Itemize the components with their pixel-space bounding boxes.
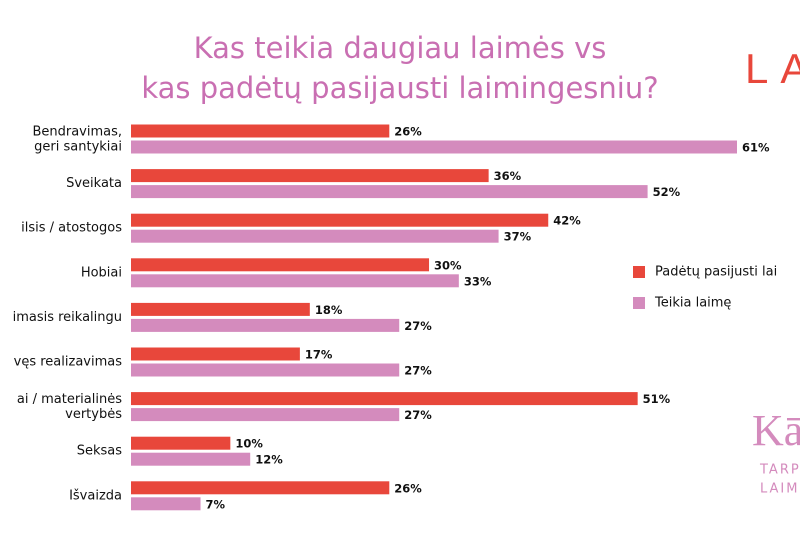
y-tick-label: ai / materialinės vertybės <box>17 392 122 422</box>
value-label: 7% <box>206 497 226 511</box>
y-tick-label: Bendravimas, geri santykiai <box>32 124 122 154</box>
value-label: 37% <box>504 230 532 244</box>
bar <box>131 274 459 288</box>
value-label: 26% <box>394 125 422 139</box>
bar <box>131 140 737 154</box>
y-tick-label: Seksas <box>77 444 123 459</box>
chart-title: Kas teikia daugiau laimės vs kas padėtų p… <box>141 31 658 105</box>
bar <box>131 347 300 361</box>
value-label: 30% <box>434 258 462 272</box>
bar <box>131 318 400 332</box>
y-tick-label: Sveikata <box>66 176 122 191</box>
y-tick-label: vęs realizavimas <box>14 355 123 370</box>
y-tick-label: imasis reikalingu <box>13 310 122 325</box>
bar <box>131 436 231 450</box>
bar <box>131 213 549 227</box>
bar <box>131 302 310 316</box>
bar <box>131 497 201 511</box>
value-label: 12% <box>255 453 283 467</box>
value-label: 10% <box>235 437 263 451</box>
logo-text: LAIMĖ <box>760 481 800 497</box>
value-label: 17% <box>305 348 333 362</box>
y-tick-label: Išvaizda <box>69 488 122 503</box>
value-label: 27% <box>404 364 432 378</box>
brand: LA <box>745 45 800 92</box>
value-label: 61% <box>742 141 770 155</box>
y-tick-label: Hobiai <box>81 265 122 280</box>
bar <box>131 185 648 199</box>
bar <box>131 229 499 243</box>
value-label: 26% <box>394 481 422 495</box>
value-label: 18% <box>315 303 343 317</box>
value-label: 36% <box>494 169 522 183</box>
bar <box>131 363 400 377</box>
legend-swatch <box>633 297 645 309</box>
bar <box>131 481 390 495</box>
value-label: 33% <box>464 274 492 288</box>
logo-mark: Kā <box>752 406 800 455</box>
value-label: 27% <box>404 408 432 422</box>
logo-text: TARP <box>759 463 800 478</box>
bar <box>131 392 638 406</box>
value-label: 52% <box>653 185 681 199</box>
legend-label: Teikia laimę <box>654 296 731 311</box>
value-label: 42% <box>553 214 581 228</box>
bar <box>131 258 430 272</box>
value-label: 27% <box>404 319 432 333</box>
y-tick-label: ilsis / atostogos <box>21 221 122 236</box>
bar <box>131 124 390 138</box>
value-label: 51% <box>643 392 671 406</box>
legend-label: Padėtų pasijusti lai <box>655 265 777 280</box>
legend-swatch <box>633 266 645 278</box>
bar <box>131 452 251 466</box>
bar <box>131 169 489 183</box>
bar <box>131 408 400 422</box>
